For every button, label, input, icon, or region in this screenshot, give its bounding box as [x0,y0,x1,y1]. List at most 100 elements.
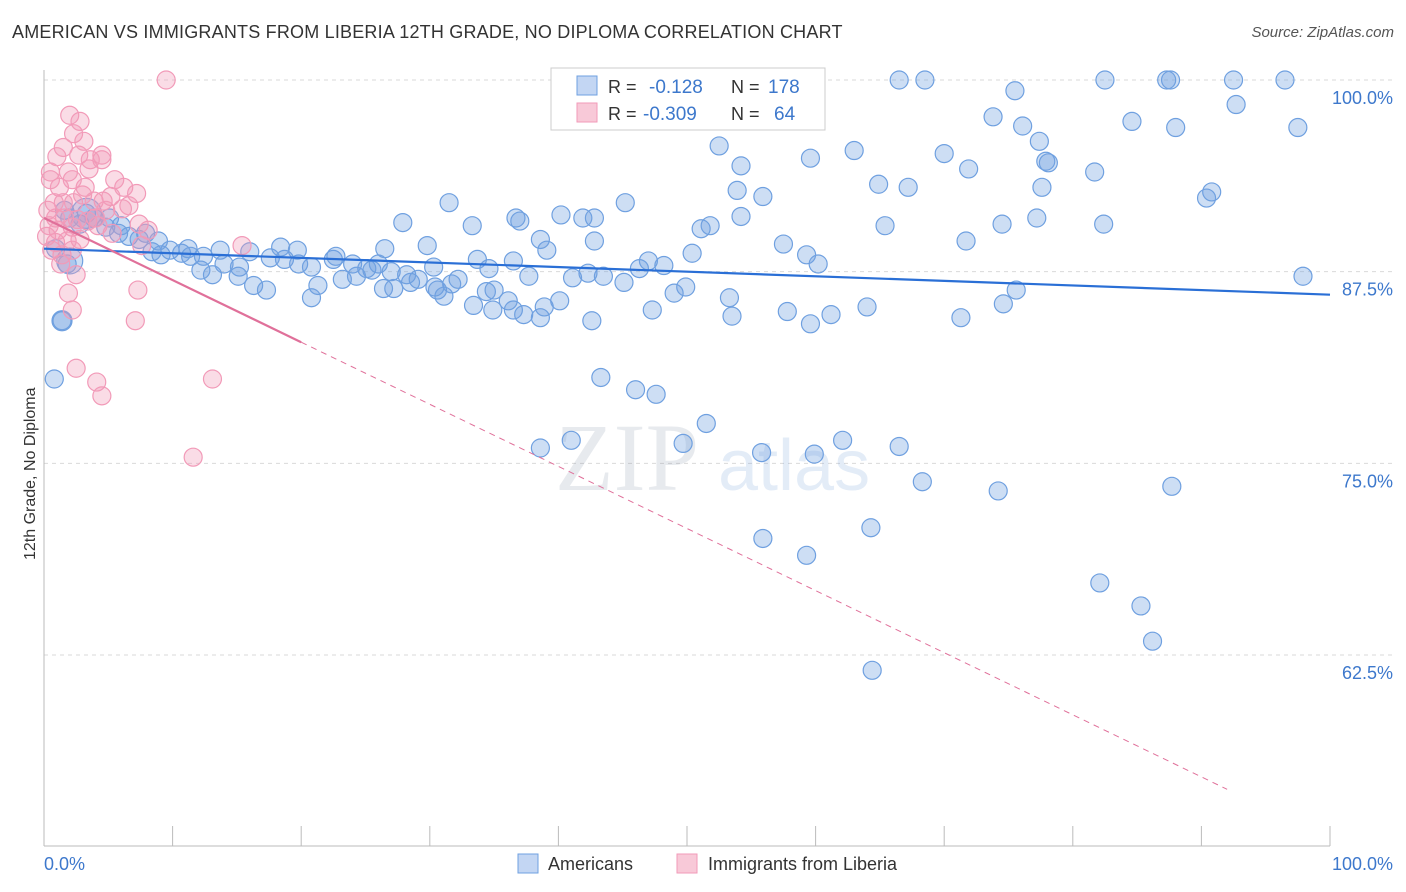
americans-point [228,266,248,286]
americans-point [530,308,550,328]
liberia-point [51,254,71,274]
trend-line-liberia-solid [43,217,302,344]
americans-point [1131,596,1151,616]
americans-point [551,205,571,225]
liberia-point [72,185,93,205]
liberia-point [92,386,112,406]
trend-line-liberia-dashed [300,341,1228,790]
americans-point [796,245,817,265]
series-americans [44,70,1313,680]
liberia-point [202,369,223,389]
americans-point [722,306,742,326]
americans-point [800,314,821,334]
americans-point [1005,81,1025,101]
americans-point [800,148,821,168]
americans-point [1006,280,1026,300]
americans-point [434,286,454,306]
americans-point [988,481,1008,501]
axes [43,70,1331,847]
liberia-point [75,177,95,197]
americans-point [562,268,583,288]
americans-point [193,246,214,266]
legend-r-label: R = [608,77,637,97]
americans-point [537,240,557,260]
americans-point [289,254,309,274]
americans-point [664,283,684,303]
americans-point [1095,70,1115,90]
americans-point [1090,573,1110,593]
liberia-point [114,177,134,197]
tick-labels: 62.5% 75.0% 87.5% 100.0% 0.0% 100.0% [44,88,1393,874]
americans-point [308,275,328,296]
americans-point [642,300,662,320]
liberia-point [58,283,79,303]
bottom-legend-swatch-americans [517,853,539,874]
y-tick-label-3: 100.0% [1332,88,1393,108]
americans-point [584,231,605,251]
bottom-legend-liberia: Immigrants from Liberia [708,854,898,874]
americans-point [1293,266,1313,286]
americans-point [514,305,534,325]
americans-point [462,216,482,236]
liberia-point [85,208,106,228]
bottom-legend-americans: Americans [548,854,633,874]
y-tick-label-0: 62.5% [1342,663,1393,683]
americans-point [844,140,864,161]
americans-point [550,291,570,311]
americans-point [646,384,666,404]
americans-point [1223,70,1244,90]
gridlines [44,79,1392,656]
liberia-point [183,447,203,467]
legend-r-label: R = [608,104,637,124]
americans-point [1226,94,1246,115]
americans-point [821,305,841,325]
americans-point [777,301,797,322]
chart-title: AMERICAN VS IMMIGRANTS FROM LIBERIA 12TH… [12,22,843,42]
americans-point [424,257,444,277]
series-liberia [36,70,252,467]
americans-point [959,159,979,179]
watermark: ZIP atlas [555,404,870,511]
y-tick-label-2: 87.5% [1342,280,1393,300]
trend-lines [43,217,1331,790]
americans-point [796,545,817,565]
americans-point [381,262,401,282]
americans-point [956,231,976,251]
legend-r-americans: -0.128 [649,77,703,98]
americans-point [676,277,696,297]
americans-point [287,240,307,260]
americans-point [731,156,751,176]
liberia-point [129,214,149,234]
legend-swatch-liberia [576,102,598,123]
legend-n-label: N = [731,104,760,124]
legend-n-liberia: 64 [774,104,796,125]
liberia-point [96,200,116,220]
liberia-point [74,131,94,151]
legend-n-americans: 178 [768,77,800,98]
x-tick-label-1: 100.0% [1332,854,1393,874]
americans-point [1029,131,1049,151]
americans-point [615,193,635,213]
americans-point [1275,70,1295,90]
americans-point [442,274,462,294]
americans-point [1013,116,1033,136]
americans-point [1162,476,1182,496]
americans-point [510,211,530,231]
americans-point [476,282,496,302]
americans-point [1166,117,1186,138]
americans-point [833,430,853,450]
americans-point [1142,631,1163,651]
liberia-point [66,358,86,378]
americans-point [498,291,518,311]
liberia-point [63,124,84,144]
liberia-point [60,105,80,125]
americans-point [530,229,550,250]
americans-point [751,443,772,463]
americans-point [889,70,909,90]
americans-point [1160,70,1181,90]
liberia-point [92,150,112,170]
americans-point [731,206,751,227]
americans-point [1027,208,1047,228]
americans-point [753,528,773,549]
legend-swatch-americans [576,75,598,96]
